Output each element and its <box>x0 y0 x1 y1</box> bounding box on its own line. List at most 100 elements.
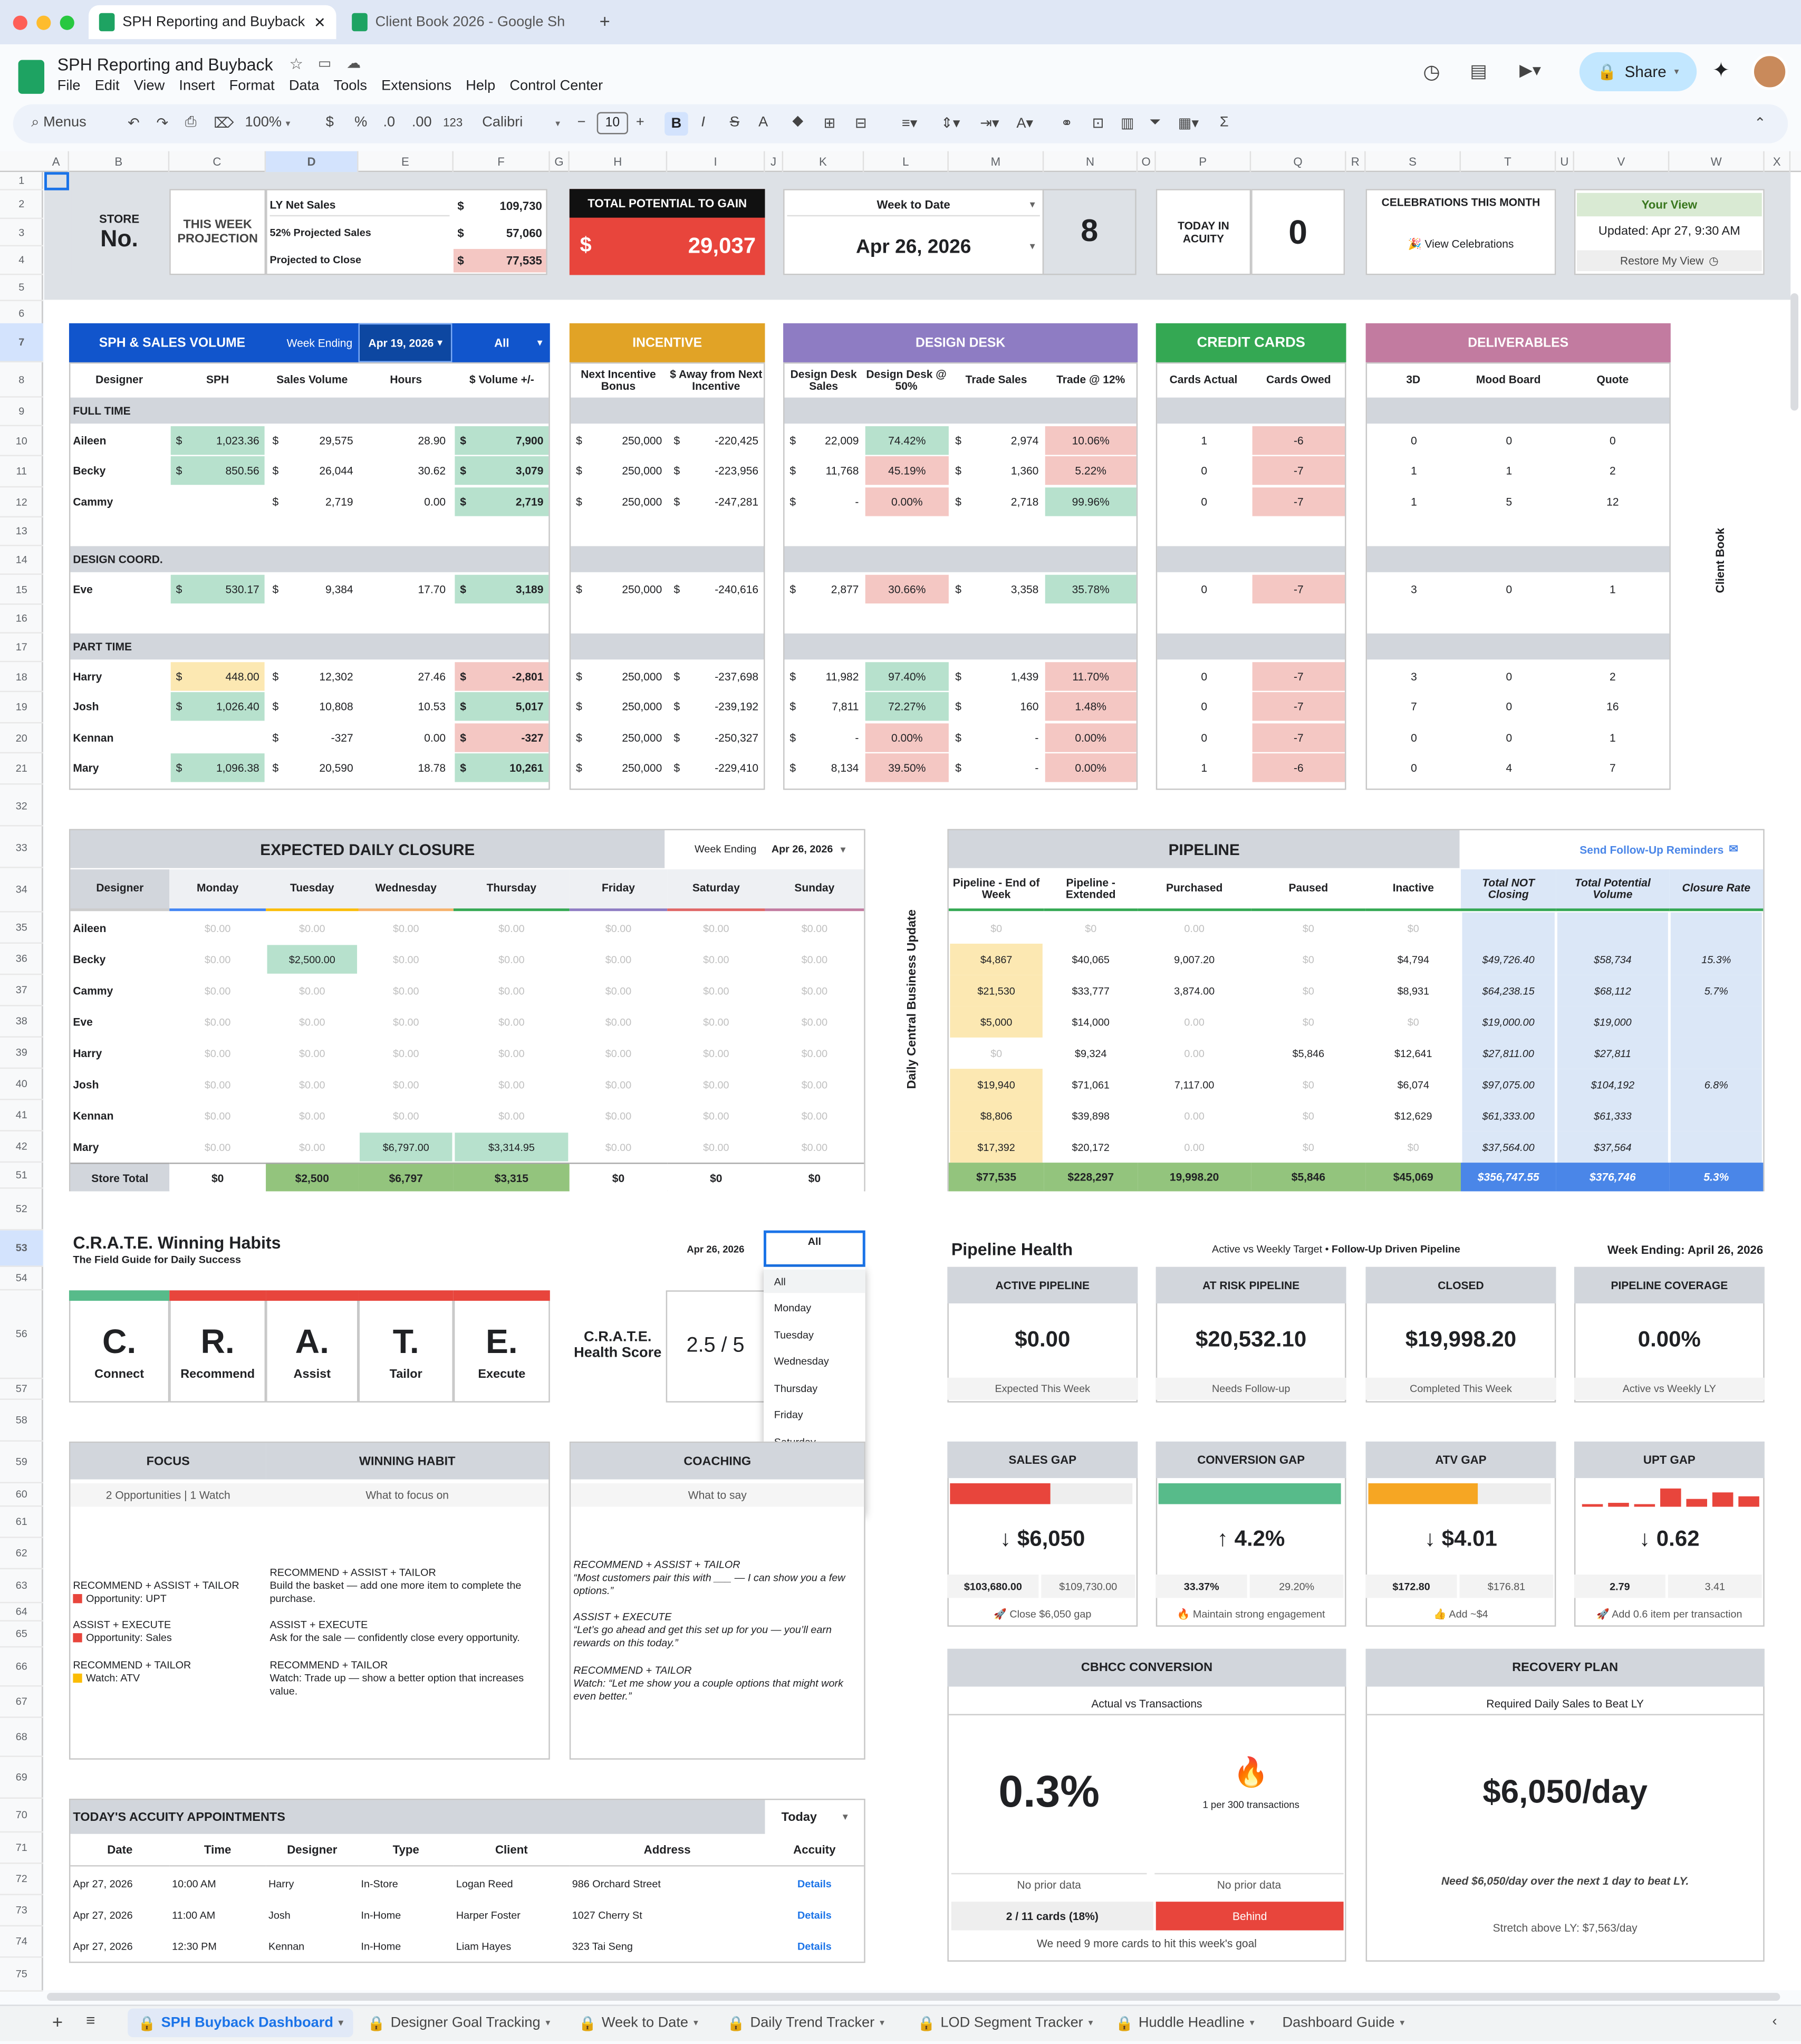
menus-search[interactable]: ⌕ Menus <box>31 114 86 131</box>
row-header[interactable]: 21 <box>0 753 43 785</box>
row-header[interactable]: 12 <box>0 487 43 517</box>
folder-icon[interactable]: ▭ <box>317 56 332 72</box>
align-icon[interactable]: ≡▾ <box>901 116 918 132</box>
filter-views-icon[interactable]: ▦▾ <box>1178 116 1199 132</box>
link-icon[interactable]: ⚭ <box>1061 116 1073 132</box>
font-size-increase-icon[interactable]: + <box>635 114 644 131</box>
valign-icon[interactable]: ⇕▾ <box>941 116 960 132</box>
sheet-tab[interactable]: 🔒 Huddle Headline ▾ <box>1115 2012 1254 2033</box>
row-header[interactable]: 51 <box>0 1163 43 1189</box>
row-header[interactable]: 57 <box>0 1379 43 1400</box>
celebrations-link[interactable]: 🎉 View Celebrations <box>1408 237 1514 251</box>
row-header[interactable]: 58 <box>0 1400 43 1442</box>
row-header[interactable]: 10 <box>0 426 43 456</box>
row-header[interactable]: 69 <box>0 1757 43 1799</box>
menu-tools[interactable]: Tools <box>333 78 367 94</box>
menu-help[interactable]: Help <box>466 78 496 94</box>
column-header-l[interactable]: L <box>864 151 949 172</box>
menu-edit[interactable]: Edit <box>94 78 120 94</box>
undo-icon[interactable]: ↶ <box>128 116 140 132</box>
row-header[interactable]: 3 <box>0 219 43 247</box>
borders-icon[interactable]: ⊞ <box>823 116 836 132</box>
sheet-tab[interactable]: 🔒 Designer Goal Tracking ▾ <box>368 2012 550 2033</box>
row-header[interactable]: 17 <box>0 634 43 663</box>
currency-format-button[interactable]: $ <box>325 114 334 131</box>
new-tab-icon[interactable]: + <box>599 10 610 32</box>
row-header[interactable]: 75 <box>0 1957 43 1992</box>
row-header[interactable]: 71 <box>0 1832 43 1864</box>
dropdown-option[interactable]: Friday <box>774 1409 803 1421</box>
column-header-a[interactable]: A <box>44 151 69 172</box>
column-header-c[interactable]: C <box>169 151 266 172</box>
row-header[interactable]: 52 <box>0 1189 43 1231</box>
column-header-o[interactable]: O <box>1138 151 1156 172</box>
column-header-d[interactable]: D <box>266 151 359 172</box>
send-reminders-button[interactable]: Send Follow-Up Reminders ✉ <box>1556 830 1761 868</box>
column-header-i[interactable]: I <box>667 151 765 172</box>
row-header[interactable]: 73 <box>0 1895 43 1927</box>
row-header[interactable]: 39 <box>0 1038 43 1069</box>
column-header-e[interactable]: E <box>359 151 454 172</box>
row-header[interactable]: 61 <box>0 1506 43 1538</box>
dropdown-option[interactable]: Monday <box>774 1302 812 1314</box>
row-header[interactable]: 8 <box>0 362 43 398</box>
details-link[interactable]: Details <box>797 1877 832 1889</box>
row-header[interactable]: 11 <box>0 456 43 488</box>
chart-icon[interactable]: ▥ <box>1121 116 1134 132</box>
font-size-decrease-icon[interactable]: − <box>577 114 586 131</box>
row-header[interactable]: 36 <box>0 944 43 975</box>
horizontal-scrollbar[interactable] <box>46 1993 1780 2001</box>
column-header-s[interactable]: S <box>1366 151 1461 172</box>
row-header[interactable]: 14 <box>0 546 43 575</box>
menu-insert[interactable]: Insert <box>179 78 215 94</box>
column-header-f[interactable]: F <box>454 151 550 172</box>
row-header[interactable]: 7 <box>0 323 43 362</box>
row-header[interactable]: 9 <box>0 398 43 427</box>
sheets-logo-icon[interactable] <box>18 60 45 94</box>
row-header[interactable]: 2 <box>0 190 43 219</box>
row-header[interactable]: 4 <box>0 246 43 275</box>
row-header[interactable]: 74 <box>0 1926 43 1958</box>
dropdown-option[interactable]: Wednesday <box>774 1355 829 1368</box>
column-header-u[interactable]: U <box>1556 151 1574 172</box>
more-formats-button[interactable]: 123 <box>443 116 463 129</box>
details-link[interactable]: Details <box>797 1908 832 1921</box>
sheet-tab[interactable]: 🔒 Daily Trend Tracker ▾ <box>727 2012 884 2033</box>
merge-icon[interactable]: ⊟ <box>854 116 867 132</box>
row-header[interactable]: 38 <box>0 1006 43 1038</box>
crate-filter-select[interactable]: All <box>764 1230 865 1267</box>
menu-format[interactable]: Format <box>229 78 275 94</box>
collapse-toolbar-icon[interactable]: ⌃ <box>1754 116 1766 132</box>
column-header-n[interactable]: N <box>1044 151 1138 172</box>
row-header[interactable]: 41 <box>0 1100 43 1131</box>
add-sheet-icon[interactable]: + <box>52 2011 63 2032</box>
selected-cell[interactable] <box>44 172 69 190</box>
text-color-button[interactable]: A <box>758 114 768 131</box>
decrease-decimal-button[interactable]: .0 <box>383 114 396 131</box>
comment-icon[interactable]: ⊡ <box>1092 116 1104 132</box>
redo-icon[interactable]: ↷ <box>156 116 169 132</box>
rotate-icon[interactable]: A▾ <box>1016 116 1034 132</box>
column-header-g[interactable]: G <box>550 151 570 172</box>
percent-format-button[interactable]: % <box>354 114 368 131</box>
sph-week-select[interactable]: Apr 19, 2026 ▾ <box>358 323 452 362</box>
menu-view[interactable]: View <box>133 78 165 94</box>
row-header[interactable]: 5 <box>0 275 43 301</box>
cloud-icon[interactable]: ☁ <box>346 56 361 72</box>
column-header-h[interactable]: H <box>570 151 668 172</box>
dropdown-option[interactable]: Thursday <box>774 1382 818 1394</box>
row-header[interactable]: 40 <box>0 1069 43 1100</box>
client-book-link[interactable]: Client Book <box>1707 515 1733 606</box>
restore-view-button[interactable]: Restore My View ◷ <box>1576 250 1762 271</box>
history-icon[interactable]: ◷ <box>1423 61 1440 84</box>
column-header-r[interactable]: R <box>1346 151 1366 172</box>
bold-button[interactable]: B <box>664 112 688 136</box>
column-header-p[interactable]: P <box>1156 151 1251 172</box>
menu-file[interactable]: File <box>57 78 81 94</box>
row-header[interactable]: 59 <box>0 1442 43 1483</box>
sheet-tab[interactable]: 🔒 Week to Date ▾ <box>579 2012 698 2033</box>
browser-tab[interactable]: Client Book 2026 - Google Sh <box>341 5 589 39</box>
row-header[interactable]: 13 <box>0 517 43 546</box>
acuity-filter-select[interactable]: Today ▾ <box>765 1800 864 1834</box>
italic-button[interactable]: I <box>701 114 705 131</box>
